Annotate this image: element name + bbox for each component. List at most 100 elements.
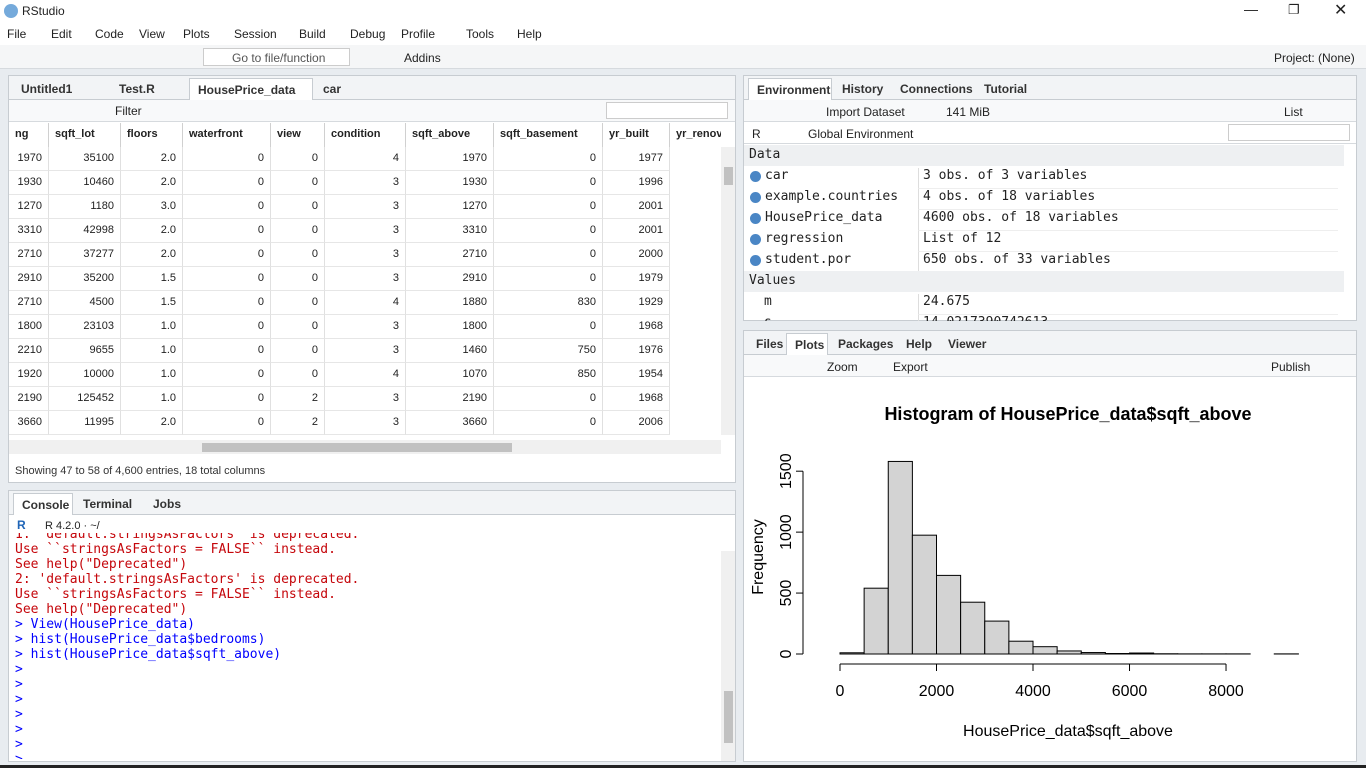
menu-item[interactable]: Debug: [350, 27, 386, 41]
menu-item[interactable]: Plots: [183, 27, 210, 41]
tab[interactable]: Environment: [748, 78, 832, 100]
row-icon: [750, 171, 761, 182]
cell: 37277: [49, 243, 121, 267]
bar: [1008, 640, 1034, 655]
cell: 1970: [406, 147, 494, 171]
cell: 1929: [603, 291, 670, 315]
column-header[interactable]: sqft_lot: [49, 123, 121, 147]
cell: 2710: [9, 291, 49, 315]
cell: 2190: [406, 387, 494, 411]
cell: 1.5: [121, 267, 183, 291]
cell: 0: [183, 411, 271, 435]
tab[interactable]: Connections: [900, 82, 973, 96]
addins[interactable]: Addins: [404, 51, 441, 65]
cell: 0: [271, 315, 325, 339]
export[interactable]: Export: [893, 360, 928, 374]
import-dataset[interactable]: Import Dataset: [826, 105, 905, 119]
console-scrollbar[interactable]: [721, 551, 735, 761]
filter[interactable]: Filter: [115, 104, 142, 118]
tab[interactable]: Tutorial: [984, 82, 1028, 96]
env-search[interactable]: [1228, 124, 1350, 141]
cell: 0: [494, 267, 603, 291]
section-header: Data: [744, 145, 1344, 166]
tab[interactable]: Files: [756, 337, 784, 351]
bar: [911, 534, 938, 655]
cell: 0: [494, 219, 603, 243]
var-name: example.countries: [765, 189, 899, 204]
tab[interactable]: car: [323, 82, 342, 96]
tab[interactable]: Jobs: [153, 497, 182, 511]
console-line: > hist(HousePrice_data$bedrooms): [15, 632, 266, 647]
cell: 9655: [49, 339, 121, 363]
cell: 0: [494, 147, 603, 171]
search-box[interactable]: [606, 102, 728, 119]
column-header[interactable]: yr_built: [603, 123, 670, 147]
column-header[interactable]: ng: [9, 123, 49, 147]
tab[interactable]: Test.R: [119, 82, 155, 96]
viewer-toolbar: Filter: [9, 100, 735, 122]
menu-item[interactable]: Code: [95, 27, 124, 41]
cell: 0: [183, 219, 271, 243]
y-tick-label: 500: [778, 580, 795, 607]
title-bar: RStudio — ❐ ✕: [0, 0, 1366, 22]
plots-toolbar: Zoom Export Publish: [744, 355, 1356, 377]
language[interactable]: R: [752, 127, 761, 141]
column-header[interactable]: view: [271, 123, 325, 147]
tab[interactable]: Plots: [786, 333, 828, 355]
environment-pane: Environment History Connections Tutorial Im…: [743, 75, 1357, 321]
tab[interactable]: Help: [906, 337, 933, 351]
menu-item[interactable]: Tools: [466, 27, 495, 41]
cell: 10460: [49, 171, 121, 195]
cell: 4: [325, 363, 406, 387]
row-icon: [750, 255, 761, 266]
publish[interactable]: Publish: [1271, 360, 1311, 374]
column-header[interactable]: sqft_above: [406, 123, 494, 147]
cell: 2.0: [121, 411, 183, 435]
cell: 0: [271, 243, 325, 267]
close[interactable]: ✕: [1334, 2, 1348, 19]
cell: 2001: [603, 219, 670, 243]
menu-item[interactable]: Help: [517, 27, 542, 41]
column-header[interactable]: yr_renovate: [670, 123, 721, 147]
bar: [984, 620, 1010, 655]
column-header[interactable]: waterfront: [183, 123, 271, 147]
column-header[interactable]: floors: [121, 123, 183, 147]
h-scrollbar[interactable]: [9, 440, 721, 454]
column-header[interactable]: condition: [325, 123, 406, 147]
column-header[interactable]: sqft_basement: [494, 123, 603, 147]
v-scrollbar[interactable]: [721, 147, 735, 435]
maximize[interactable]: ❐: [1288, 2, 1300, 17]
tab[interactable]: Untitled1: [21, 82, 73, 96]
tab[interactable]: History: [842, 82, 884, 96]
minimize[interactable]: —: [1244, 1, 1258, 17]
main-toolbar: Go to file/function Addins Project: (Non…: [0, 45, 1366, 69]
tab[interactable]: Terminal: [83, 497, 133, 511]
menu-item[interactable]: View: [139, 27, 165, 41]
x-tick-label: 6000: [1112, 683, 1148, 700]
var-value: List of 12: [918, 231, 1338, 252]
zoom[interactable]: Zoom: [827, 360, 858, 374]
tab[interactable]: Viewer: [948, 337, 987, 351]
tab[interactable]: HousePrice_data: [189, 78, 313, 100]
console-line: >: [15, 737, 23, 752]
cell: 3: [325, 195, 406, 219]
project[interactable]: Project: (None): [1274, 51, 1355, 65]
view-mode[interactable]: List: [1284, 105, 1303, 119]
goto-box[interactable]: [203, 48, 350, 66]
x-tick-label: 4000: [1015, 683, 1051, 700]
cell: 0: [271, 363, 325, 387]
cell: 2190: [9, 387, 49, 411]
menu-item[interactable]: Edit: [51, 27, 72, 41]
menu-item[interactable]: File: [7, 27, 27, 41]
tab[interactable]: Packages: [838, 337, 894, 351]
cell: 3: [325, 267, 406, 291]
row-icon: [750, 234, 761, 245]
menu-item[interactable]: Profile: [401, 27, 436, 41]
console-tabs: Console Terminal Jobs: [9, 491, 735, 515]
cell: 1800: [406, 315, 494, 339]
scope[interactable]: Global Environment: [808, 127, 914, 141]
menu-item[interactable]: Session: [234, 27, 277, 41]
menu-item[interactable]: Build: [299, 27, 326, 41]
cell: 1968: [603, 315, 670, 339]
tab[interactable]: Console: [13, 493, 73, 515]
